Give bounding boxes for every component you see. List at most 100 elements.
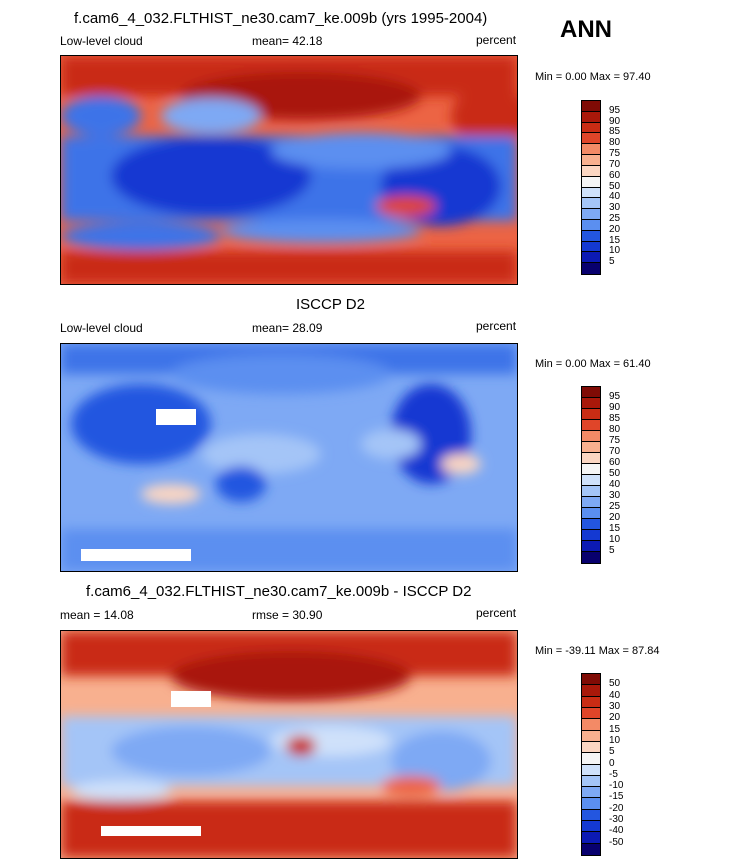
panel-2-units-label: percent: [476, 319, 517, 333]
colorbar-label: 30: [609, 202, 621, 214]
colorbar-swatch: [582, 398, 600, 409]
season-label: ANN: [560, 16, 612, 43]
colorbar-label: -50: [609, 836, 624, 848]
colorbar-label: 85: [609, 413, 621, 424]
panel-1-variable-label: Low-level cloud: [60, 34, 143, 48]
colorbar-swatch: [582, 741, 600, 754]
colorbar-swatch: [582, 775, 600, 788]
colorbar-label: 5: [609, 256, 615, 268]
colorbar-label: 20: [609, 512, 621, 523]
colorbar-label: -10: [609, 780, 624, 792]
colorbar-swatch: [582, 541, 600, 552]
colorbar-label: 50: [609, 468, 621, 479]
colorbar-swatch: [582, 176, 600, 188]
colorbar-swatch: [582, 420, 600, 431]
colorbar-swatch: [582, 832, 600, 844]
colorbar-swatch: [582, 230, 600, 242]
colorbar-label: 10: [609, 245, 621, 257]
panel-3-colorbar: [581, 673, 601, 856]
colorbar-label: 85: [609, 126, 621, 138]
colorbar-label: 40: [609, 191, 621, 203]
colorbar-swatch: [582, 387, 600, 398]
panel-1-mean-label: mean= 42.18: [252, 34, 323, 48]
colorbar-swatch: [582, 707, 600, 720]
colorbar-label: 15: [609, 234, 621, 246]
colorbar-label: -20: [609, 802, 624, 814]
colorbar-swatch: [582, 155, 600, 166]
panel-1-min-max: Min = 0.00 Max = 97.40: [535, 71, 651, 83]
colorbar-swatch: [582, 552, 600, 563]
colorbar-label: 60: [609, 169, 621, 181]
colorbar-label: 0: [609, 757, 615, 769]
colorbar-swatch: [582, 764, 600, 776]
colorbar-label: 95: [609, 104, 621, 116]
colorbar-label: 80: [609, 137, 621, 149]
colorbar-swatch: [582, 464, 600, 475]
colorbar-label: 70: [609, 158, 621, 170]
colorbar-swatch: [582, 843, 600, 855]
colorbar-swatch: [582, 530, 600, 541]
colorbar-swatch: [582, 209, 600, 220]
colorbar-label: -30: [609, 814, 624, 826]
colorbar-label: 90: [609, 402, 621, 413]
colorbar-swatch: [582, 486, 600, 497]
colorbar-swatch: [582, 475, 600, 486]
colorbar-label: 10: [609, 734, 621, 746]
colorbar-swatch: [582, 798, 600, 810]
panel-2-variable-label: Low-level cloud: [60, 321, 143, 335]
panel-2-colorbar: [581, 386, 601, 564]
colorbar-swatch: [582, 809, 600, 822]
panel-1-units-label: percent: [476, 33, 517, 47]
colorbar-label: 25: [609, 501, 621, 512]
colorbar-label: 75: [609, 148, 621, 160]
colorbar-swatch: [582, 497, 600, 508]
colorbar-swatch: [582, 696, 600, 708]
colorbar-swatch: [582, 719, 600, 731]
colorbar-label: 40: [609, 689, 621, 701]
colorbar-swatch: [582, 753, 600, 765]
colorbar-swatch: [582, 730, 600, 742]
colorbar-label: 70: [609, 446, 621, 457]
panel-1-title: f.cam6_4_032.FLTHIST_ne30.cam7_ke.009b (…: [74, 10, 488, 27]
panel-3-rmse-label: rmse = 30.90: [252, 608, 323, 622]
colorbar-label: 30: [609, 490, 621, 501]
colorbar-label: 15: [609, 723, 621, 735]
colorbar-swatch: [582, 409, 600, 420]
colorbar-label: -15: [609, 791, 624, 803]
colorbar-label: 25: [609, 212, 621, 224]
colorbar-swatch: [582, 787, 600, 799]
colorbar-swatch: [582, 111, 600, 123]
colorbar-label: 15: [609, 523, 621, 534]
panel-2-min-max: Min = 0.00 Max = 61.40: [535, 358, 651, 370]
panel-2-map: [60, 343, 518, 572]
panel-2-title: ISCCP D2: [296, 296, 365, 313]
colorbar-swatch: [582, 165, 600, 177]
colorbar-label: 80: [609, 424, 621, 435]
colorbar-swatch: [582, 674, 600, 686]
colorbar-label: 50: [609, 678, 621, 690]
panel-3-units-label: percent: [476, 606, 517, 620]
colorbar-swatch: [582, 508, 600, 519]
colorbar-swatch: [582, 198, 600, 210]
colorbar-label: 40: [609, 479, 621, 490]
panel-1-map: [60, 55, 518, 285]
colorbar-label: 5: [609, 545, 615, 556]
colorbar-swatch: [582, 122, 600, 134]
colorbar-swatch: [582, 263, 600, 274]
colorbar-label: 30: [609, 700, 621, 712]
panel-3-title: f.cam6_4_032.FLTHIST_ne30.cam7_ke.009b -…: [86, 583, 472, 600]
colorbar-swatch: [582, 442, 600, 453]
colorbar-swatch: [582, 219, 600, 231]
colorbar-swatch: [582, 431, 600, 442]
colorbar-label: 50: [609, 180, 621, 192]
colorbar-label: 60: [609, 457, 621, 468]
panel-2-mean-label: mean= 28.09: [252, 321, 323, 335]
colorbar-swatch: [582, 133, 600, 145]
colorbar-swatch: [582, 685, 600, 697]
colorbar-label: 10: [609, 534, 621, 545]
panel-3-map: [60, 630, 518, 859]
panel-1-colorbar: [581, 100, 601, 275]
colorbar-swatch: [582, 187, 600, 199]
colorbar-swatch: [582, 821, 600, 833]
colorbar-label: 75: [609, 435, 621, 446]
